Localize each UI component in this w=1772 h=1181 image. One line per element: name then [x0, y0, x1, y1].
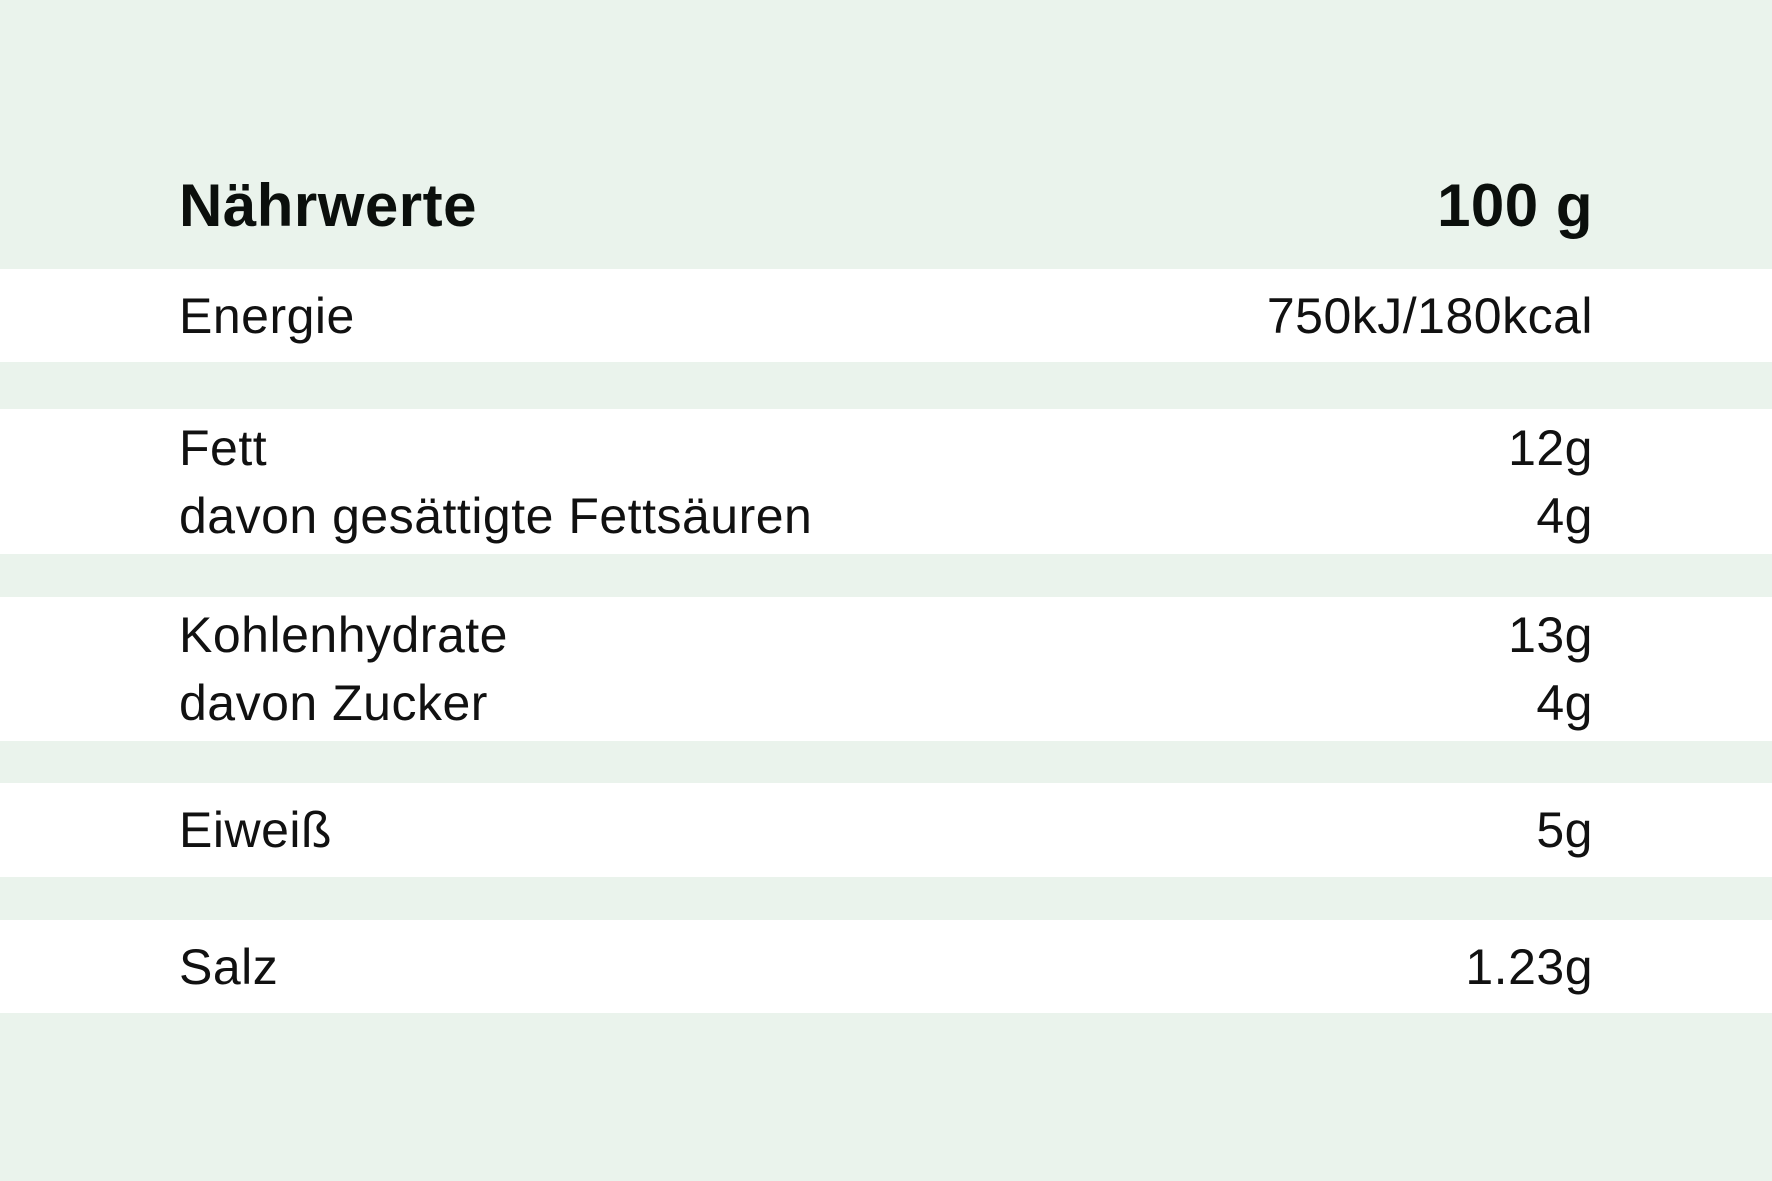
table-row: Kohlenhydrate 13g — [0, 601, 1772, 669]
nutrient-group-energy: Energie 750kJ/180kcal — [0, 269, 1772, 362]
table-row: Energie 750kJ/180kcal — [0, 282, 1772, 350]
nutrient-label: Eiweiß — [179, 802, 333, 858]
table-row: davon gesättigte Fettsäuren 4g — [0, 482, 1772, 550]
nutrient-label: davon gesättigte Fettsäuren — [179, 487, 813, 544]
nutrient-label: Kohlenhydrate — [179, 607, 508, 663]
table-header: Nährwerte 100 g — [179, 165, 1593, 245]
nutrient-label: Energie — [179, 287, 355, 344]
table-title: Nährwerte — [179, 171, 477, 239]
nutrient-label: Fett — [179, 419, 268, 476]
table-row: Eiweiß 5g — [0, 796, 1772, 864]
nutrient-label: Salz — [179, 938, 279, 995]
nutrient-value: 5g — [1536, 802, 1593, 858]
nutrient-value: 750kJ/180kcal — [1266, 287, 1593, 344]
nutrient-group-carbs: Kohlenhydrate 13g davon Zucker 4g — [0, 597, 1772, 741]
nutrient-value: 4g — [1536, 675, 1593, 731]
nutrient-group-protein: Eiweiß 5g — [0, 783, 1772, 877]
nutrient-value: 12g — [1508, 419, 1593, 476]
nutrient-group-salt: Salz 1.23g — [0, 920, 1772, 1013]
table-row: Fett 12g — [0, 414, 1772, 482]
table-row: Salz 1.23g — [0, 933, 1772, 1001]
serving-amount: 100 g — [1437, 171, 1593, 239]
nutrient-value: 1.23g — [1465, 938, 1593, 995]
table-row: davon Zucker 4g — [0, 669, 1772, 737]
nutrient-value: 13g — [1508, 607, 1593, 663]
nutrient-group-fat: Fett 12g davon gesättigte Fettsäuren 4g — [0, 409, 1772, 554]
nutrient-label: davon Zucker — [179, 675, 488, 731]
nutrient-value: 4g — [1536, 487, 1593, 544]
